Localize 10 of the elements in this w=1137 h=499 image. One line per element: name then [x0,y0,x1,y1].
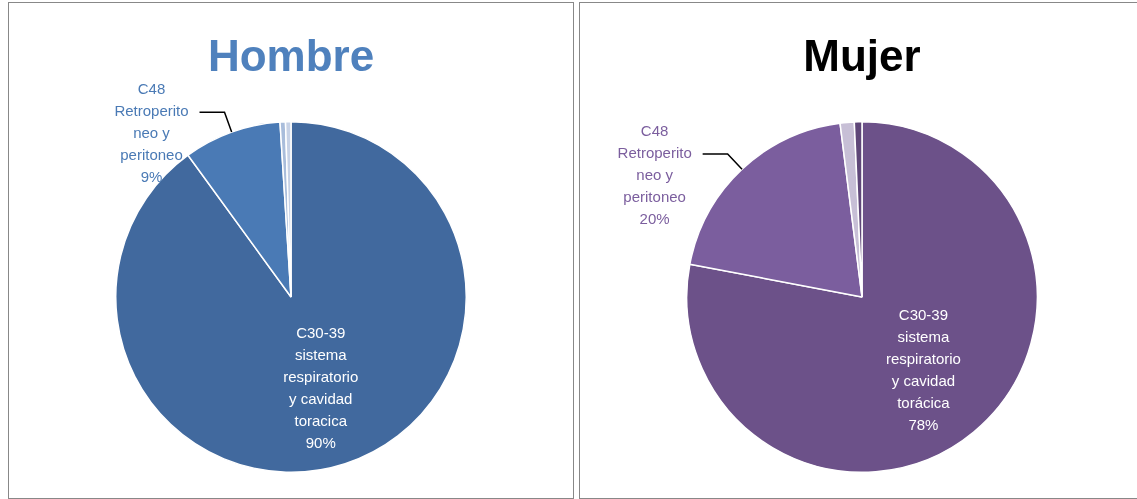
slice-label: C48 Retroperitoneo y peritoneo [617,122,692,206]
data-label: 20% [639,210,670,228]
data-label: 9% [140,168,163,186]
chart-title: Mujer [802,31,922,81]
data-label: 78% [908,416,939,434]
chart-title: Hombre [206,31,376,81]
slice-label: C48 Retroperitoneo y peritoneo [114,80,189,164]
slice-label: C30-39 sistema respiratorio y cavidad torácica [885,306,961,412]
slice-label: C30-39 sistema respiratorio y cavidad toracica [283,323,359,429]
data-label: 90% [305,433,336,451]
